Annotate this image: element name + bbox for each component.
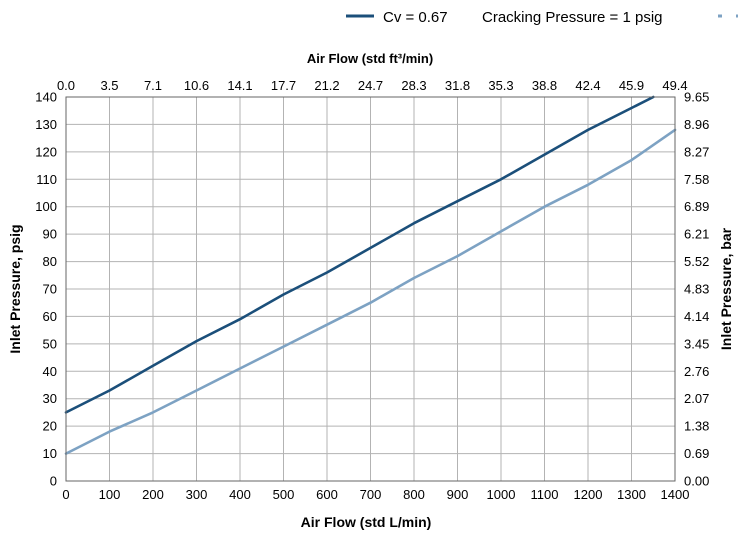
tick-labels: 00.01003.52007.130010.640014.150017.7600…	[35, 78, 709, 502]
x2-tick-label: 35.3	[488, 78, 513, 93]
gridlines	[65, 96, 676, 482]
series-line-1	[64, 95, 655, 414]
x-tick-label: 600	[316, 487, 338, 502]
series-lines	[64, 95, 677, 455]
x2-tick-label: 10.6	[184, 78, 209, 93]
y-tick-label: 120	[35, 144, 57, 159]
y2-tick-label: 3.45	[684, 336, 709, 351]
y-tick-label: 30	[43, 391, 57, 406]
x2-tick-label: 28.3	[401, 78, 426, 93]
x2-tick-label: 45.9	[619, 78, 644, 93]
x-tick-label: 800	[403, 487, 425, 502]
x-tick-label: 1300	[617, 487, 646, 502]
y2-tick-label: 6.89	[684, 199, 709, 214]
y-tick-label: 0	[50, 474, 57, 489]
x2-tick-label: 31.8	[445, 78, 470, 93]
y2-axis-title: Inlet Pressure, bar	[718, 227, 734, 350]
y2-tick-label: 8.27	[684, 144, 709, 159]
y-axis-title: Inlet Pressure, psig	[7, 224, 23, 353]
y-tick-label: 10	[43, 446, 57, 461]
legend-label-series-1: Cv = 0.67	[383, 9, 448, 26]
y-tick-label: 60	[43, 309, 57, 324]
y-tick-label: 110	[36, 172, 57, 187]
y-tick-label: 20	[43, 419, 57, 434]
y-tick-label: 90	[43, 227, 57, 242]
x2-tick-label: 0.0	[57, 78, 75, 93]
x2-tick-label: 21.2	[314, 78, 339, 93]
series-line-2	[64, 128, 677, 455]
y-tick-label: 40	[43, 364, 57, 379]
y2-tick-label: 4.83	[684, 282, 709, 297]
x2-tick-label: 17.7	[271, 78, 296, 93]
x2-tick-label: 14.1	[227, 78, 252, 93]
y-tick-label: 100	[35, 199, 57, 214]
x2-tick-label: 7.1	[144, 78, 162, 93]
x2-tick-label: 42.4	[575, 78, 600, 93]
y-tick-label: 70	[43, 282, 57, 297]
legend: Cv = 0.67 Cracking Pressure = 1 psig	[346, 9, 738, 26]
y2-tick-label: 4.14	[684, 309, 709, 324]
x2-tick-label: 49.4	[662, 78, 687, 93]
y-tick-label: 130	[35, 117, 57, 132]
y-tick-label: 140	[35, 90, 57, 105]
x-tick-label: 1100	[531, 487, 559, 502]
x2-tick-label: 38.8	[532, 78, 557, 93]
y2-tick-label: 8.96	[684, 117, 709, 132]
x2-axis-title: Air Flow (std ft³/min)	[307, 51, 433, 66]
x-tick-label: 400	[229, 487, 251, 502]
x-tick-label: 300	[186, 487, 208, 502]
x-tick-label: 1400	[661, 487, 690, 502]
y2-tick-label: 7.58	[684, 172, 709, 187]
x-tick-label: 700	[360, 487, 382, 502]
y2-tick-label: 5.52	[684, 254, 709, 269]
x2-tick-label: 24.7	[358, 78, 383, 93]
x-tick-label: 100	[99, 487, 121, 502]
x-axis-title: Air Flow (std L/min)	[301, 514, 432, 530]
y-tick-label: 50	[43, 336, 57, 351]
x-tick-label: 500	[273, 487, 295, 502]
x-tick-label: 0	[62, 487, 69, 502]
y2-tick-label: 0.69	[684, 446, 709, 461]
x-tick-label: 200	[142, 487, 164, 502]
x-tick-label: 900	[447, 487, 469, 502]
y2-tick-label: 0.00	[684, 474, 709, 489]
y2-tick-label: 2.07	[684, 391, 709, 406]
y2-tick-label: 1.38	[684, 419, 709, 434]
y2-tick-label: 9.65	[684, 90, 709, 105]
x2-tick-label: 3.5	[100, 78, 118, 93]
x-tick-label: 1200	[574, 487, 603, 502]
y2-tick-label: 6.21	[684, 227, 709, 242]
plot-area	[65, 96, 676, 482]
x-tick-label: 1000	[487, 487, 516, 502]
y2-tick-label: 2.76	[684, 364, 709, 379]
legend-label-series-2: Cracking Pressure = 1 psig	[482, 9, 663, 26]
y-tick-label: 80	[43, 254, 57, 269]
